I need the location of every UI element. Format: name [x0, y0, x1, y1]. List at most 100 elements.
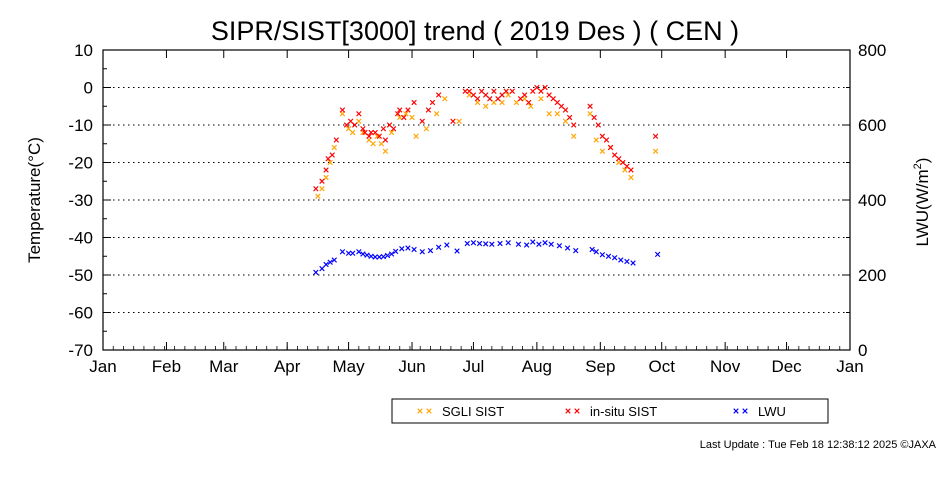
data-point	[325, 156, 331, 162]
cross-stroke	[425, 107, 432, 113]
cross-stroke	[733, 408, 739, 414]
data-point	[464, 240, 470, 247]
y2-axis-label: LWU(W/m2)	[912, 158, 932, 247]
legend-marker	[426, 408, 432, 414]
data-point	[538, 88, 544, 94]
cross-stroke	[622, 167, 628, 173]
data-point	[397, 114, 403, 121]
data-point	[525, 99, 532, 106]
cross-stroke	[356, 118, 362, 124]
data-point	[356, 249, 362, 255]
data-point	[319, 265, 325, 272]
cross-stroke	[509, 88, 516, 94]
data-point	[530, 88, 536, 94]
last-update-footer: Last Update : Tue Feb 18 12:38:12 2025 ©…	[699, 439, 936, 451]
data-point	[483, 92, 489, 98]
cross-stroke	[611, 255, 618, 261]
data-point	[401, 114, 407, 121]
data-point	[454, 248, 460, 254]
cross-stroke	[362, 129, 368, 136]
cross-stroke	[319, 186, 325, 192]
data-point	[550, 96, 556, 102]
cross-stroke	[378, 141, 385, 147]
data-point	[405, 107, 411, 113]
x-tick-label: Aug	[522, 357, 552, 376]
cross-stroke	[413, 133, 419, 139]
cross-stroke	[587, 111, 593, 117]
cross-stroke	[495, 96, 501, 102]
data-point	[364, 252, 370, 258]
cross-stroke	[386, 122, 393, 128]
cross-stroke	[505, 240, 511, 246]
cross-stroke	[315, 193, 321, 199]
data-point	[392, 248, 399, 255]
data-point	[654, 251, 661, 258]
gridlines	[103, 87, 850, 313]
data-point	[534, 84, 540, 91]
data-point	[499, 99, 505, 106]
cross-stroke	[395, 111, 401, 117]
cross-stroke	[505, 92, 511, 98]
cross-stroke	[376, 133, 382, 139]
legend-box	[391, 398, 829, 424]
data-point	[462, 88, 468, 94]
data-point	[331, 144, 337, 151]
data-point	[599, 148, 606, 154]
cross-stroke	[382, 137, 389, 143]
cross-stroke	[562, 118, 569, 124]
x-tick-label: Dec	[771, 357, 802, 376]
cross-stroke	[630, 260, 636, 266]
cross-stroke	[603, 137, 610, 143]
data-point	[380, 126, 387, 132]
cross-stroke	[607, 144, 614, 151]
data-point	[442, 96, 448, 102]
data-point	[528, 103, 534, 109]
legend-marker	[742, 408, 748, 414]
data-point	[483, 103, 489, 109]
data-point	[495, 96, 501, 102]
y2-tick-label: 400	[858, 191, 886, 210]
cross-stroke	[556, 243, 563, 249]
data-point	[435, 92, 442, 98]
cross-stroke	[542, 240, 548, 246]
cross-stroke	[554, 99, 561, 106]
cross-stroke	[628, 167, 634, 173]
data-point	[530, 239, 536, 245]
legend: SGLI SIST in-situ SIST LWU	[391, 398, 829, 424]
data-point	[349, 250, 356, 256]
cross-stroke	[360, 126, 366, 132]
cross-stroke	[478, 88, 485, 94]
y-tick-label: -40	[68, 229, 93, 248]
cross-stroke	[397, 114, 403, 121]
cross-stroke	[566, 114, 573, 121]
cross-stroke	[605, 253, 612, 259]
data-point	[345, 250, 352, 256]
cross-stroke	[356, 249, 362, 255]
cross-stroke	[470, 240, 477, 246]
data-point	[618, 257, 624, 263]
cross-stroke	[442, 96, 448, 102]
cross-stroke	[411, 99, 417, 106]
legend-entry: in-situ SIST	[590, 404, 657, 419]
cross-stroke	[652, 133, 659, 139]
cross-stroke	[331, 257, 337, 263]
legend-marker	[565, 408, 571, 414]
data-point	[620, 159, 626, 166]
data-point	[652, 133, 659, 139]
data-point	[384, 252, 391, 259]
cross-stroke	[356, 111, 362, 117]
data-point	[411, 246, 417, 253]
data-point	[360, 251, 366, 257]
data-point	[589, 246, 595, 253]
data-point	[419, 249, 425, 255]
plot-frame	[102, 49, 851, 351]
series-sgli-sist	[315, 92, 659, 199]
x-tick-label: Nov	[710, 357, 741, 376]
data-point	[483, 241, 489, 247]
cross-stroke	[366, 133, 372, 139]
data-point	[515, 241, 522, 247]
data-point	[591, 114, 597, 121]
cross-stroke	[562, 107, 569, 113]
data-point	[538, 96, 544, 102]
cross-stroke	[364, 252, 370, 258]
